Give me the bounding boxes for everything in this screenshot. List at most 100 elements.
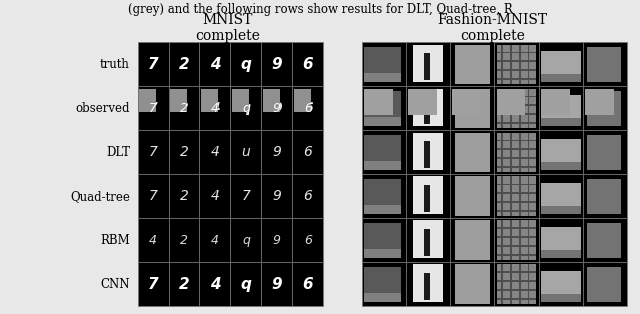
Bar — [527, 133, 529, 172]
Bar — [539, 86, 583, 130]
Bar — [497, 122, 536, 124]
Bar — [406, 42, 450, 86]
Bar — [501, 176, 503, 216]
Text: q: q — [241, 277, 252, 292]
Bar — [168, 86, 200, 130]
Bar — [497, 148, 536, 150]
Bar — [168, 218, 200, 262]
Text: MNIST: MNIST — [202, 14, 252, 27]
Bar — [230, 130, 261, 174]
Bar — [510, 89, 511, 128]
Bar — [527, 89, 529, 128]
Bar — [364, 249, 401, 258]
Bar — [168, 262, 200, 306]
Text: 4: 4 — [211, 145, 220, 159]
Bar — [450, 262, 494, 306]
Bar — [583, 130, 627, 174]
Bar — [168, 174, 200, 218]
Text: 6: 6 — [303, 57, 313, 72]
Text: 4: 4 — [210, 57, 220, 72]
Text: q: q — [241, 101, 251, 115]
Bar — [362, 262, 406, 306]
Bar — [519, 264, 520, 304]
Text: 6: 6 — [304, 234, 312, 247]
Bar — [497, 139, 536, 141]
Text: 9: 9 — [273, 189, 281, 203]
Bar — [527, 176, 529, 216]
Bar — [292, 262, 323, 306]
Bar — [450, 86, 494, 130]
Bar — [497, 280, 536, 282]
Text: q: q — [242, 102, 250, 115]
Text: 4: 4 — [210, 277, 220, 292]
Bar — [200, 262, 230, 306]
Bar — [138, 130, 168, 174]
Bar — [527, 45, 529, 84]
Bar — [519, 220, 520, 260]
Bar — [362, 86, 406, 130]
Bar — [424, 141, 430, 168]
Bar — [200, 174, 230, 218]
Bar — [450, 130, 494, 174]
Bar — [588, 135, 621, 170]
Bar — [588, 47, 621, 82]
Bar — [138, 218, 168, 262]
Text: 2: 2 — [180, 234, 188, 247]
Bar — [262, 89, 280, 112]
Bar — [539, 218, 583, 262]
Bar — [138, 174, 168, 218]
Bar — [497, 133, 536, 172]
Bar — [497, 264, 536, 304]
Text: 6: 6 — [303, 101, 312, 115]
Text: complete: complete — [460, 29, 525, 43]
Text: u: u — [241, 145, 250, 159]
Bar — [494, 42, 539, 86]
Bar — [519, 176, 520, 216]
Bar — [292, 130, 323, 174]
Text: 9: 9 — [273, 102, 281, 115]
Bar — [450, 218, 494, 262]
Bar — [292, 218, 323, 262]
Bar — [501, 89, 503, 128]
Text: 7: 7 — [148, 145, 157, 159]
Text: 6: 6 — [303, 277, 313, 292]
Bar — [364, 179, 401, 207]
Bar — [583, 262, 627, 306]
Bar — [408, 89, 437, 115]
Bar — [539, 174, 583, 218]
Text: 9: 9 — [273, 145, 281, 159]
Bar — [138, 86, 168, 130]
Text: 2: 2 — [180, 102, 188, 115]
Text: 6: 6 — [304, 102, 312, 115]
Bar — [364, 223, 401, 251]
Bar — [138, 42, 168, 86]
Bar — [364, 91, 401, 119]
Bar — [413, 45, 444, 82]
Bar — [200, 42, 230, 86]
Bar — [168, 42, 200, 86]
Bar — [519, 45, 520, 84]
Bar — [364, 89, 392, 115]
Bar — [364, 293, 401, 302]
Bar — [497, 51, 536, 53]
Bar — [261, 130, 292, 174]
Bar — [497, 166, 536, 168]
Bar — [494, 86, 539, 130]
Bar — [497, 236, 536, 238]
Bar — [541, 95, 580, 119]
Bar — [424, 97, 430, 124]
Bar — [424, 273, 430, 300]
Bar — [501, 45, 503, 84]
Bar — [261, 86, 292, 130]
Bar — [510, 264, 511, 304]
Bar — [497, 176, 536, 216]
Bar — [497, 89, 525, 115]
Bar — [362, 42, 406, 86]
Bar — [406, 174, 450, 218]
Bar — [583, 42, 627, 86]
Bar — [497, 157, 536, 159]
Bar — [424, 53, 430, 80]
Text: 4: 4 — [211, 234, 219, 247]
Text: Quad-tree: Quad-tree — [70, 190, 130, 203]
Bar — [413, 264, 444, 302]
